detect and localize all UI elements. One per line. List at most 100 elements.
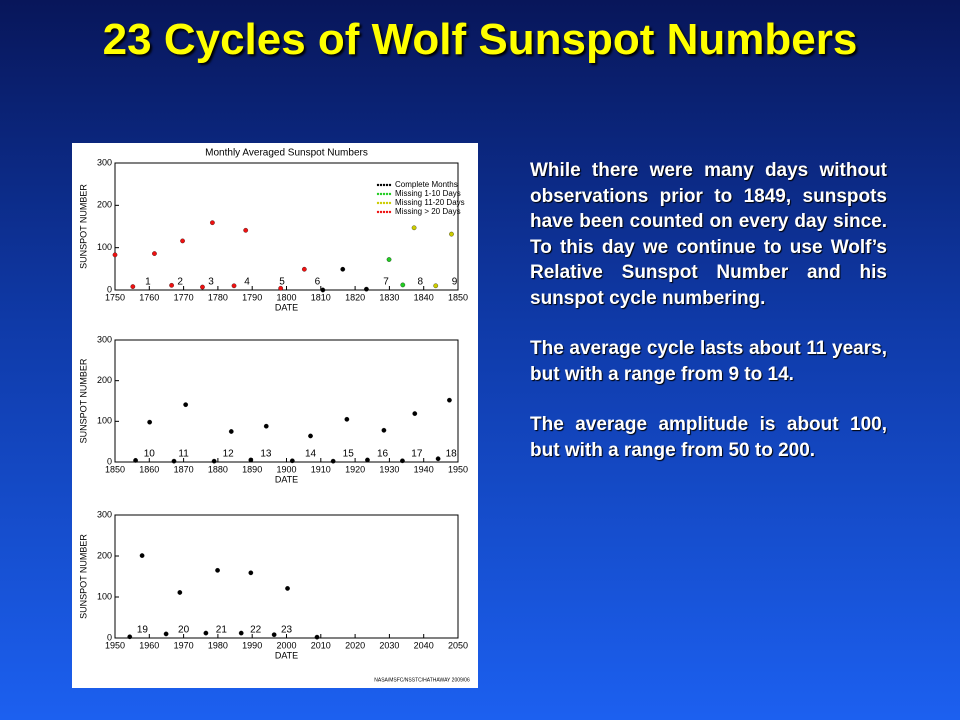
x-tick-label: 1860 bbox=[139, 464, 159, 474]
data-point bbox=[183, 402, 189, 408]
x-tick-label: 1940 bbox=[414, 464, 434, 474]
data-point bbox=[231, 283, 237, 289]
cycle-label: 11 bbox=[178, 449, 189, 460]
data-point bbox=[435, 456, 441, 462]
y-tick-label: 0 bbox=[107, 632, 112, 642]
data-point bbox=[364, 286, 369, 292]
x-tick-label: 2010 bbox=[311, 640, 331, 650]
data-point bbox=[152, 251, 157, 256]
paragraph: While there were many days without obser… bbox=[530, 160, 887, 309]
data-point bbox=[412, 411, 418, 416]
legend-marker bbox=[379, 183, 383, 187]
cycle-label: 8 bbox=[417, 277, 423, 288]
plot-frame bbox=[114, 339, 459, 463]
x-tick-label: 2000 bbox=[276, 640, 296, 650]
cycle-label: 21 bbox=[216, 625, 228, 636]
legend-marker bbox=[376, 192, 380, 196]
data-point bbox=[112, 252, 118, 258]
x-tick-label: 1880 bbox=[208, 464, 228, 474]
data-point bbox=[248, 570, 254, 576]
cycle-label: 6 bbox=[315, 277, 321, 288]
x-tick-label: 1750 bbox=[105, 292, 125, 302]
legend-marker bbox=[376, 210, 380, 214]
data-point bbox=[344, 416, 350, 422]
x-tick-label: 1950 bbox=[448, 464, 468, 474]
data-point bbox=[210, 220, 215, 226]
legend-marker bbox=[379, 192, 383, 196]
legend-marker bbox=[385, 192, 389, 196]
legend-marker bbox=[388, 210, 392, 214]
data-point bbox=[133, 458, 138, 463]
data-point bbox=[147, 419, 152, 425]
data-point bbox=[330, 458, 336, 464]
x-axis-label: DATE bbox=[275, 302, 298, 312]
x-tick-label: 2050 bbox=[448, 640, 468, 650]
data-point bbox=[289, 458, 295, 464]
cycle-label: 14 bbox=[305, 449, 317, 460]
data-point bbox=[177, 590, 183, 595]
data-point bbox=[411, 225, 417, 231]
legend-label: Complete Months bbox=[395, 180, 458, 189]
y-axis-label: SUNSPOT NUMBER bbox=[78, 534, 88, 619]
x-tick-label: 2020 bbox=[345, 640, 365, 650]
slide-title: 23 Cycles of Wolf Sunspot Numbers bbox=[102, 15, 858, 64]
data-point bbox=[278, 285, 284, 291]
x-tick-label: 1890 bbox=[242, 464, 262, 474]
legend-label: Missing > 20 Days bbox=[395, 207, 461, 216]
body-text: While there were many days without obser… bbox=[530, 158, 887, 488]
data-point bbox=[130, 284, 136, 289]
y-tick-label: 0 bbox=[107, 284, 112, 294]
x-tick-label: 1790 bbox=[242, 292, 262, 302]
chart-title: Monthly Averaged Sunspot Numbers bbox=[205, 148, 368, 159]
y-tick-label: 300 bbox=[97, 157, 112, 167]
x-tick-label: 1850 bbox=[448, 292, 468, 302]
y-tick-label: 300 bbox=[97, 334, 112, 344]
data-point bbox=[169, 282, 174, 288]
legend-marker bbox=[376, 183, 380, 187]
legend-marker bbox=[388, 201, 392, 205]
data-point bbox=[271, 632, 277, 638]
data-point bbox=[433, 283, 439, 289]
data-point bbox=[200, 284, 205, 290]
x-axis-label: DATE bbox=[275, 474, 298, 484]
data-point bbox=[308, 433, 313, 439]
cycle-label: 2 bbox=[177, 277, 183, 288]
cycle-label: 12 bbox=[223, 449, 235, 460]
cycle-label: 4 bbox=[244, 277, 250, 288]
x-tick-label: 1930 bbox=[379, 464, 399, 474]
data-point bbox=[139, 553, 145, 558]
legend-marker bbox=[382, 192, 386, 196]
y-tick-label: 100 bbox=[97, 591, 112, 601]
cycle-label: 18 bbox=[446, 449, 458, 460]
chart-figure: NASA/MSFC/NSSTC/HATHAWAY 2009/06 0100200… bbox=[72, 143, 478, 688]
y-tick-label: 0 bbox=[107, 456, 112, 466]
cycle-label: 1 bbox=[145, 277, 151, 288]
x-tick-label: 1820 bbox=[345, 292, 365, 302]
cycle-label: 19 bbox=[137, 625, 149, 636]
x-tick-label: 1870 bbox=[174, 464, 194, 474]
cycle-label: 22 bbox=[250, 625, 262, 636]
data-point bbox=[400, 282, 406, 288]
x-tick-label: 1810 bbox=[311, 292, 331, 302]
paragraph: The average cycle lasts about 11 years, … bbox=[530, 338, 887, 385]
x-tick-label: 1920 bbox=[345, 464, 365, 474]
y-tick-label: 100 bbox=[97, 242, 112, 252]
x-tick-label: 1850 bbox=[105, 464, 125, 474]
data-point bbox=[215, 567, 220, 573]
data-point bbox=[340, 266, 346, 272]
data-point bbox=[263, 423, 269, 429]
legend-marker bbox=[385, 183, 389, 187]
legend-marker bbox=[382, 201, 386, 205]
data-point bbox=[203, 630, 209, 636]
legend-marker bbox=[379, 201, 383, 205]
data-point bbox=[238, 630, 244, 636]
cycle-label: 10 bbox=[144, 449, 156, 460]
x-tick-label: 1760 bbox=[139, 292, 159, 302]
legend-marker bbox=[388, 183, 392, 187]
legend-marker bbox=[385, 201, 389, 205]
y-tick-label: 200 bbox=[97, 375, 112, 385]
data-point bbox=[314, 634, 320, 640]
cycle-label: 3 bbox=[208, 277, 214, 288]
data-point bbox=[381, 427, 387, 433]
x-tick-label: 1780 bbox=[208, 292, 228, 302]
